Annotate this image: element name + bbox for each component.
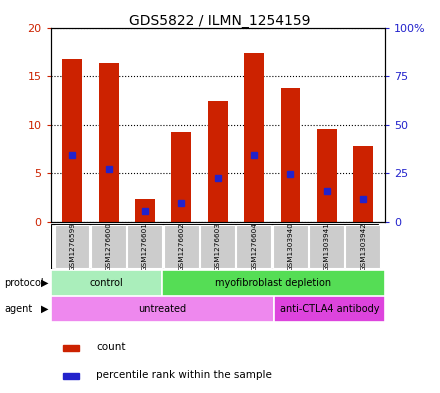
Bar bbox=[63, 345, 79, 351]
Bar bbox=[208, 101, 228, 222]
FancyBboxPatch shape bbox=[309, 225, 344, 268]
Text: GSM1276602: GSM1276602 bbox=[179, 222, 184, 271]
Text: GSM1276601: GSM1276601 bbox=[142, 222, 148, 271]
Bar bbox=[353, 146, 373, 222]
Text: untreated: untreated bbox=[138, 304, 186, 314]
Bar bbox=[135, 199, 155, 222]
FancyBboxPatch shape bbox=[200, 225, 235, 268]
Bar bbox=[51, 296, 274, 322]
FancyBboxPatch shape bbox=[273, 225, 308, 268]
Bar bbox=[317, 129, 337, 222]
Text: GSM1303941: GSM1303941 bbox=[324, 222, 330, 271]
Text: myofibroblast depletion: myofibroblast depletion bbox=[216, 278, 332, 288]
FancyBboxPatch shape bbox=[345, 225, 380, 268]
Bar bbox=[63, 373, 79, 379]
Text: GSM1303940: GSM1303940 bbox=[287, 222, 293, 271]
Text: GSM1276599: GSM1276599 bbox=[70, 222, 75, 271]
Text: count: count bbox=[96, 342, 126, 353]
Text: anti-CTLA4 antibody: anti-CTLA4 antibody bbox=[279, 304, 379, 314]
Text: GSM1303942: GSM1303942 bbox=[360, 222, 366, 271]
FancyBboxPatch shape bbox=[127, 225, 162, 268]
Text: GSM1276604: GSM1276604 bbox=[251, 222, 257, 271]
Text: protocol: protocol bbox=[4, 278, 44, 288]
Text: control: control bbox=[89, 278, 123, 288]
FancyBboxPatch shape bbox=[164, 225, 198, 268]
Bar bbox=[51, 270, 162, 296]
FancyBboxPatch shape bbox=[236, 225, 271, 268]
Text: ▶: ▶ bbox=[41, 304, 48, 314]
Bar bbox=[274, 296, 385, 322]
Bar bbox=[162, 270, 385, 296]
Text: agent: agent bbox=[4, 304, 33, 314]
Bar bbox=[172, 132, 191, 222]
Text: ▶: ▶ bbox=[41, 278, 48, 288]
FancyBboxPatch shape bbox=[55, 225, 89, 268]
Bar bbox=[99, 64, 119, 222]
FancyBboxPatch shape bbox=[91, 225, 126, 268]
Text: GSM1276603: GSM1276603 bbox=[215, 222, 221, 271]
Text: percentile rank within the sample: percentile rank within the sample bbox=[96, 370, 272, 380]
Text: GSM1276600: GSM1276600 bbox=[106, 222, 112, 271]
Text: GDS5822 / ILMN_1254159: GDS5822 / ILMN_1254159 bbox=[129, 14, 311, 28]
Bar bbox=[281, 88, 301, 222]
Bar bbox=[244, 53, 264, 222]
Bar bbox=[62, 59, 82, 222]
